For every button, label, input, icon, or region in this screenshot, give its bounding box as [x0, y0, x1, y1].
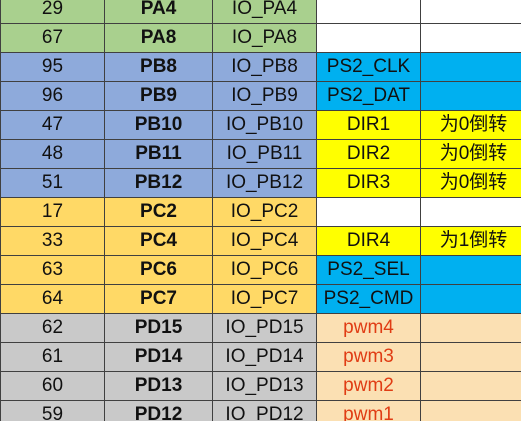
io-name-cell[interactable]: IO_PB9 [212, 81, 317, 111]
note-cell[interactable]: 为0倒转 [420, 139, 521, 169]
function-cell[interactable]: DIR3 [316, 168, 421, 198]
table-row: 63 PC6 IO_PC6 PS2_SEL [0, 255, 521, 285]
table-row: 48 PB11 IO_PB11 DIR2 为0倒转 [0, 139, 521, 169]
pin-number-cell[interactable]: 96 [0, 81, 105, 111]
port-name-cell[interactable]: PB10 [104, 110, 213, 140]
io-name-cell[interactable]: IO_PC7 [212, 284, 317, 314]
note-cell[interactable] [420, 0, 521, 24]
table-row: 17 PC2 IO_PC2 [0, 197, 521, 227]
function-cell[interactable]: DIR2 [316, 139, 421, 169]
pin-number-cell[interactable]: 67 [0, 23, 105, 53]
function-cell[interactable] [316, 197, 421, 227]
io-name-cell[interactable]: IO_PD12 [212, 400, 317, 421]
io-name-cell[interactable]: IO_PD13 [212, 371, 317, 401]
port-name-cell[interactable]: PB11 [104, 139, 213, 169]
note-cell[interactable] [420, 52, 521, 82]
table-row: 64 PC7 IO_PC7 PS2_CMD [0, 284, 521, 314]
function-cell[interactable]: DIR4 [316, 226, 421, 256]
table-row: 62 PD15 IO_PD15 pwm4 [0, 313, 521, 343]
io-name-cell[interactable]: IO_PD14 [212, 342, 317, 372]
note-cell[interactable]: 为0倒转 [420, 168, 521, 198]
port-name-cell[interactable]: PA4 [104, 0, 213, 24]
note-cell[interactable] [420, 400, 521, 421]
table-row: 67 PA8 IO_PA8 [0, 23, 521, 53]
function-cell[interactable]: pwm2 [316, 371, 421, 401]
port-name-cell[interactable]: PD14 [104, 342, 213, 372]
io-name-cell[interactable]: IO_PA4 [212, 0, 317, 24]
note-cell[interactable] [420, 313, 521, 343]
pin-number-cell[interactable]: 64 [0, 284, 105, 314]
function-cell[interactable]: PS2_SEL [316, 255, 421, 285]
note-cell[interactable]: 为0倒转 [420, 110, 521, 140]
table-row: 96 PB9 IO_PB9 PS2_DAT [0, 81, 521, 111]
pin-number-cell[interactable]: 48 [0, 139, 105, 169]
io-name-cell[interactable]: IO_PA8 [212, 23, 317, 53]
pin-number-cell[interactable]: 47 [0, 110, 105, 140]
pin-number-cell[interactable]: 62 [0, 313, 105, 343]
port-name-cell[interactable]: PB9 [104, 81, 213, 111]
table-row: 51 PB12 IO_PB12 DIR3 为0倒转 [0, 168, 521, 198]
port-name-cell[interactable]: PD13 [104, 371, 213, 401]
note-cell[interactable] [420, 255, 521, 285]
pin-number-cell[interactable]: 33 [0, 226, 105, 256]
table-row: 47 PB10 IO_PB10 DIR1 为0倒转 [0, 110, 521, 140]
table-row: 61 PD14 IO_PD14 pwm3 [0, 342, 521, 372]
function-cell[interactable] [316, 23, 421, 53]
io-name-cell[interactable]: IO_PB11 [212, 139, 317, 169]
note-cell[interactable] [420, 342, 521, 372]
function-cell[interactable]: PS2_DAT [316, 81, 421, 111]
port-name-cell[interactable]: PA8 [104, 23, 213, 53]
port-name-cell[interactable]: PD15 [104, 313, 213, 343]
table-row: 33 PC4 IO_PC4 DIR4 为1倒转 [0, 226, 521, 256]
note-cell[interactable] [420, 23, 521, 53]
function-cell[interactable]: DIR1 [316, 110, 421, 140]
note-cell[interactable] [420, 284, 521, 314]
port-name-cell[interactable]: PB8 [104, 52, 213, 82]
pin-number-cell[interactable]: 60 [0, 371, 105, 401]
io-name-cell[interactable]: IO_PC6 [212, 255, 317, 285]
function-cell[interactable]: PS2_CMD [316, 284, 421, 314]
note-cell[interactable] [420, 81, 521, 111]
table-row: 60 PD13 IO_PD13 pwm2 [0, 371, 521, 401]
table-row: 95 PB8 IO_PB8 PS2_CLK [0, 52, 521, 82]
function-cell[interactable]: PS2_CLK [316, 52, 421, 82]
io-name-cell[interactable]: IO_PB12 [212, 168, 317, 198]
function-cell[interactable]: pwm1 [316, 400, 421, 421]
note-cell[interactable] [420, 371, 521, 401]
note-cell[interactable]: 为1倒转 [420, 226, 521, 256]
port-name-cell[interactable]: PC7 [104, 284, 213, 314]
pin-number-cell[interactable]: 17 [0, 197, 105, 227]
io-name-cell[interactable]: IO_PD15 [212, 313, 317, 343]
port-name-cell[interactable]: PC2 [104, 197, 213, 227]
function-cell[interactable] [316, 0, 421, 24]
pin-number-cell[interactable]: 29 [0, 0, 105, 24]
pin-number-cell[interactable]: 51 [0, 168, 105, 198]
port-name-cell[interactable]: PB12 [104, 168, 213, 198]
io-name-cell[interactable]: IO_PB8 [212, 52, 317, 82]
io-name-cell[interactable]: IO_PB10 [212, 110, 317, 140]
pin-number-cell[interactable]: 95 [0, 52, 105, 82]
io-name-cell[interactable]: IO_PC2 [212, 197, 317, 227]
function-cell[interactable]: pwm4 [316, 313, 421, 343]
port-name-cell[interactable]: PC4 [104, 226, 213, 256]
io-name-cell[interactable]: IO_PC4 [212, 226, 317, 256]
table-row: 29 PA4 IO_PA4 [0, 0, 521, 24]
port-name-cell[interactable]: PD12 [104, 400, 213, 421]
port-name-cell[interactable]: PC6 [104, 255, 213, 285]
note-cell[interactable] [420, 197, 521, 227]
pin-number-cell[interactable]: 63 [0, 255, 105, 285]
function-cell[interactable]: pwm3 [316, 342, 421, 372]
pin-number-cell[interactable]: 59 [0, 400, 105, 421]
table-row: 59 PD12 IO_PD12 pwm1 [0, 400, 521, 421]
pin-number-cell[interactable]: 61 [0, 342, 105, 372]
